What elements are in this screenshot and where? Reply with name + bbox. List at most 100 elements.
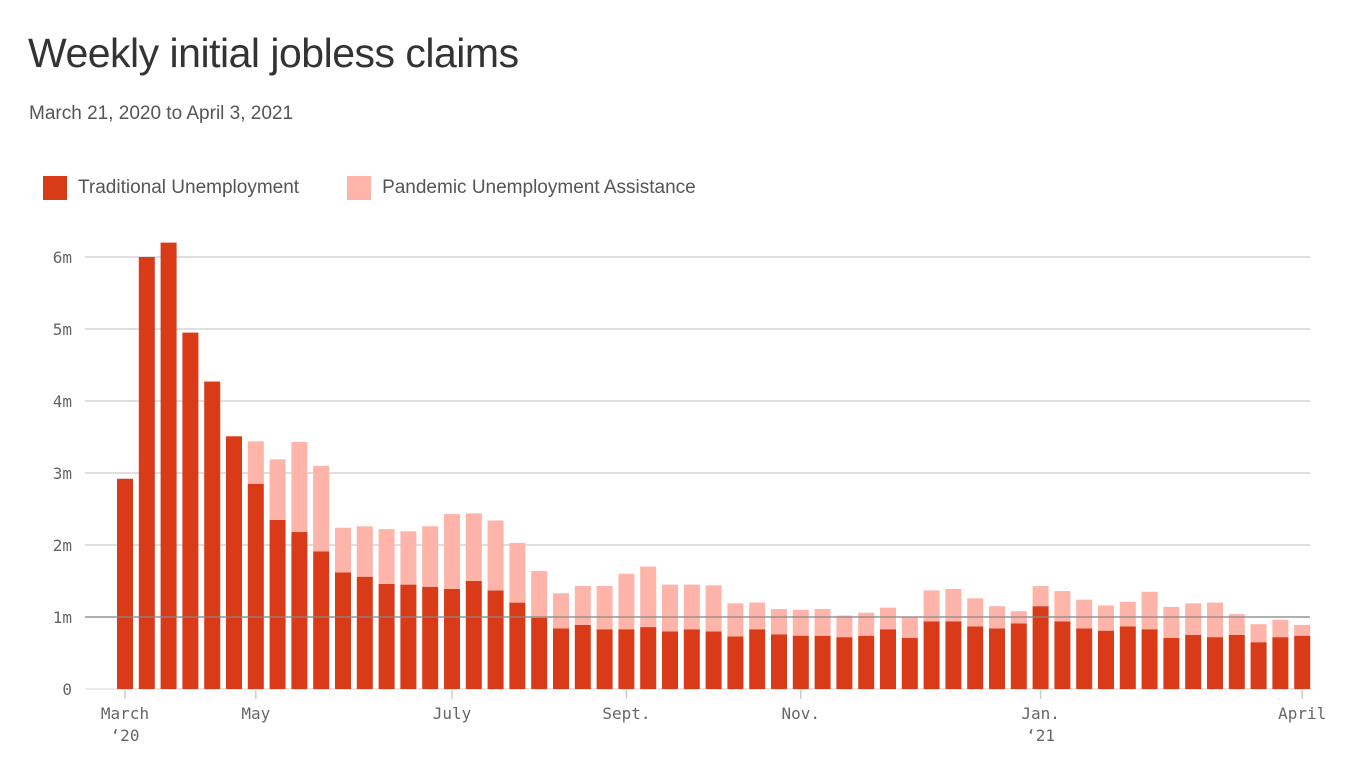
y-tick-label: 3m <box>53 464 72 483</box>
x-tick-label: July <box>433 704 472 723</box>
bar-pua <box>335 527 351 573</box>
bar-pua <box>945 588 962 622</box>
bar-pua <box>1250 624 1267 643</box>
bar-traditional <box>923 621 940 689</box>
bar-traditional <box>683 629 700 689</box>
bar-traditional <box>247 483 264 689</box>
bar-pua <box>901 617 918 638</box>
bar-traditional <box>531 617 548 689</box>
bar-traditional <box>880 629 896 689</box>
bar-traditional <box>1032 606 1049 689</box>
bar-traditional <box>1141 629 1158 689</box>
bar-pua <box>444 514 460 589</box>
bar-pua <box>1163 606 1180 638</box>
bar-pua <box>1076 599 1093 629</box>
bar-traditional <box>138 257 155 689</box>
bar-pua <box>509 542 526 603</box>
bar-traditional <box>335 572 351 689</box>
bar-pua <box>1228 614 1245 635</box>
bar-traditional <box>705 631 722 689</box>
bar-pua <box>487 520 504 591</box>
bar-traditional <box>1250 642 1267 689</box>
bar-pua <box>1141 591 1158 630</box>
bar-pua <box>771 609 787 635</box>
bar-pua <box>422 526 439 587</box>
chart-subtitle: March 21, 2020 to April 3, 2021 <box>29 103 294 124</box>
y-tick-label: 2m <box>53 536 72 555</box>
bar-traditional <box>836 637 853 689</box>
bar-traditional <box>356 576 373 689</box>
x-tick-label: Nov. <box>782 704 821 723</box>
legend-item-pua: Pandemic Unemployment Assistance <box>347 176 696 200</box>
legend-swatch-traditional <box>43 176 67 200</box>
bar-traditional <box>1054 621 1071 689</box>
bar-pua <box>749 602 766 630</box>
bar-pua <box>465 513 482 581</box>
x-tick-label-year: ‘20 <box>111 726 140 745</box>
bar-traditional <box>640 627 657 689</box>
bar-pua <box>574 586 591 625</box>
bar-traditional <box>226 436 242 689</box>
bar-pua <box>1207 602 1223 638</box>
bar-pua <box>400 531 417 585</box>
y-tick-label: 0 <box>62 680 72 699</box>
legend-label-pua: Pandemic Unemployment Assistance <box>382 177 696 198</box>
bar-pua <box>836 615 853 638</box>
chart-title: Weekly initial jobless claims <box>28 30 519 76</box>
bar-pua <box>727 603 744 637</box>
bar-traditional <box>1098 630 1114 689</box>
x-tick-label: May <box>241 704 270 723</box>
y-tick-label: 5m <box>53 320 72 339</box>
legend-label-traditional: Traditional Unemployment <box>78 177 300 198</box>
bar-traditional <box>487 590 504 689</box>
bar-traditional <box>1119 626 1136 689</box>
bar-traditional <box>117 478 133 689</box>
bar-pua <box>618 573 635 630</box>
bar-pua <box>923 590 940 622</box>
bar-traditional <box>814 635 831 689</box>
bar-traditional <box>771 634 787 689</box>
bar-traditional <box>967 626 984 689</box>
bar-traditional <box>727 636 744 689</box>
x-tick-label: Jan. <box>1021 704 1060 723</box>
bar-traditional <box>1228 635 1245 689</box>
bar-traditional <box>1010 623 1027 689</box>
y-tick-label: 1m <box>53 608 72 627</box>
bar-pua <box>640 566 657 628</box>
y-tick-label: 4m <box>53 392 72 411</box>
legend-swatch-pua <box>347 176 372 200</box>
bar-traditional <box>662 631 678 689</box>
x-tick-label: Sept. <box>602 704 650 723</box>
legend-item-traditional: Traditional Unemployment <box>43 176 299 200</box>
bar-pua <box>378 529 395 584</box>
bar-pua <box>792 609 809 636</box>
bar-traditional <box>858 635 875 689</box>
bar-traditional <box>901 637 918 689</box>
bar-traditional <box>269 519 286 689</box>
bar-traditional <box>160 242 177 689</box>
bar-pua <box>1294 624 1311 636</box>
bar-traditional <box>400 584 417 689</box>
bar-pua <box>662 584 678 632</box>
bar-traditional <box>465 581 482 689</box>
bar-pua <box>1054 591 1071 622</box>
bar-traditional <box>509 602 526 689</box>
bar-traditional <box>1163 637 1180 689</box>
bar-traditional <box>749 629 766 689</box>
bar-pua <box>269 459 286 520</box>
bar-pua <box>531 570 548 618</box>
bar-traditional <box>574 624 591 689</box>
bar-traditional <box>1207 637 1223 689</box>
bar-traditional <box>378 583 395 689</box>
bar-pua <box>858 612 875 636</box>
x-tick-label: March <box>101 704 149 723</box>
bar-traditional <box>596 629 613 689</box>
bar-traditional <box>792 635 809 689</box>
bar-pua <box>705 585 722 632</box>
bar-pua <box>1185 603 1202 635</box>
bar-traditional <box>1294 635 1311 689</box>
bar-traditional <box>618 629 635 689</box>
bar-traditional <box>422 586 439 689</box>
bar-traditional <box>1272 637 1289 689</box>
